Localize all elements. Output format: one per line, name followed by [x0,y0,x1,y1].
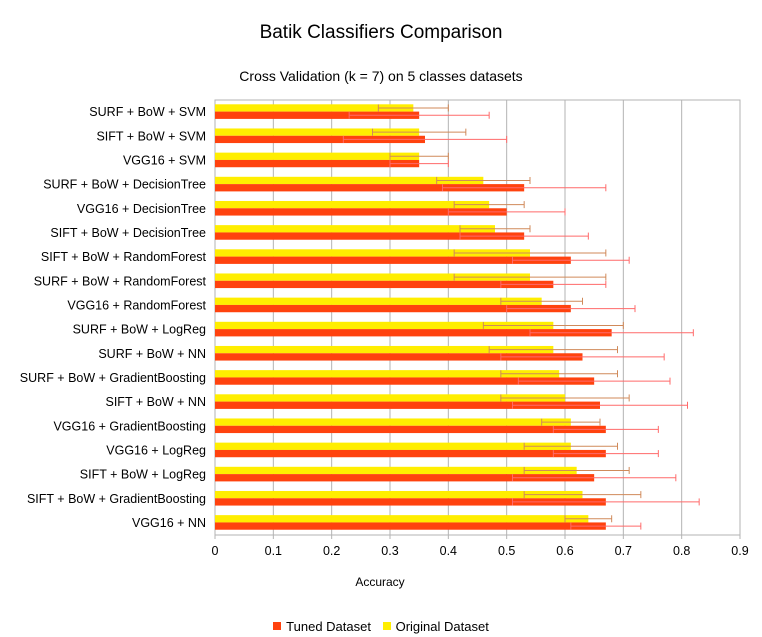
category-label: SIFT + BoW + LogReg [80,468,206,482]
legend-label-original: Original Dataset [395,618,489,634]
category-label: SURF + BoW + LogReg [73,323,206,337]
bar-original [215,104,414,112]
legend-item-tuned: Tuned Dataset [273,619,371,634]
bar-tuned [215,377,595,385]
category-label: VGG16 + LogReg [106,443,206,457]
legend-swatch-tuned [273,622,282,630]
x-tick-label: 0.5 [498,544,515,558]
bar-original [215,418,571,426]
chart-subtitle: Cross Validation (k = 7) on 5 classes da… [239,68,523,84]
x-tick-label: 0.4 [440,544,457,558]
bar-original [215,176,484,185]
bar-original [215,321,554,330]
category-label: VGG16 + GradientBoosting [53,419,206,433]
chart-title: Batik Classifiers Comparison [259,22,503,43]
bar-original [215,297,542,305]
bar-original [215,249,530,257]
legend: Tuned Dataset Original Dataset [0,618,762,634]
bar-tuned [215,522,606,530]
category-label: VGG16 + DecisionTree [77,202,206,216]
category-label: SURF + BoW + RandomForest [34,274,207,288]
category-label: SIFT + BoW + NN [106,395,207,409]
category-label: SIFT + BoW + DecisionTree [50,226,206,240]
category-label: SURF + BoW + NN [98,347,206,361]
legend-item-original: Original Dataset [382,618,489,634]
bar-tuned [215,208,507,216]
bar-tuned [215,329,612,337]
bar-original [215,490,583,499]
plot-area [214,99,741,536]
x-tick-label: 0.6 [556,544,573,558]
x-tick-label: 0.7 [615,544,632,558]
bar-tuned [215,184,525,192]
bar-original [215,370,560,378]
bar-original [215,200,490,209]
bar-tuned [215,449,606,458]
bar-original [215,273,530,281]
legend-swatch-original [382,622,391,630]
bar-original [215,466,577,475]
x-tick-label: 0.2 [323,544,340,558]
x-tick-label: 0.1 [265,544,282,558]
x-tick-label: 0 [212,544,219,558]
category-label: SURF + BoW + DecisionTree [43,178,206,192]
bar-original [215,442,571,450]
bar-tuned [215,304,571,313]
category-label: VGG16 + RandomForest [67,298,206,312]
bar-tuned [215,111,420,119]
category-label: SURF + BoW + SVM [89,105,206,119]
bar-original [215,128,420,136]
legend-label-tuned: Tuned Dataset [286,618,371,634]
x-axis-label: Accuracy [355,575,405,589]
bar-tuned [215,353,583,361]
bar-tuned [215,401,600,409]
category-label: VGG16 + NN [132,516,206,530]
bar-original [215,394,565,402]
category-label: VGG16 + SVM [123,153,206,167]
x-tick-label: 0.8 [673,544,690,558]
bar-tuned [215,256,571,264]
bar-tuned [215,232,525,240]
bar-original [215,225,495,233]
bar-tuned [215,135,425,144]
bar-tuned [215,498,606,506]
category-label: SIFT + BoW + RandomForest [41,250,207,264]
bar-original [215,345,554,354]
category-label: SURF + BoW + GradientBoosting [20,371,206,385]
bar-tuned [215,474,595,482]
bar-tuned [215,425,606,434]
x-tick-label: 0.3 [381,544,398,558]
bar-tuned [215,159,420,168]
bar-original [215,515,589,523]
category-label: SIFT + BoW + SVM [96,129,206,143]
x-tick-label: 0.9 [731,544,748,558]
bar-tuned [215,280,554,289]
category-label: SIFT + BoW + GradientBoosting [27,492,206,506]
bar-original [215,152,420,160]
